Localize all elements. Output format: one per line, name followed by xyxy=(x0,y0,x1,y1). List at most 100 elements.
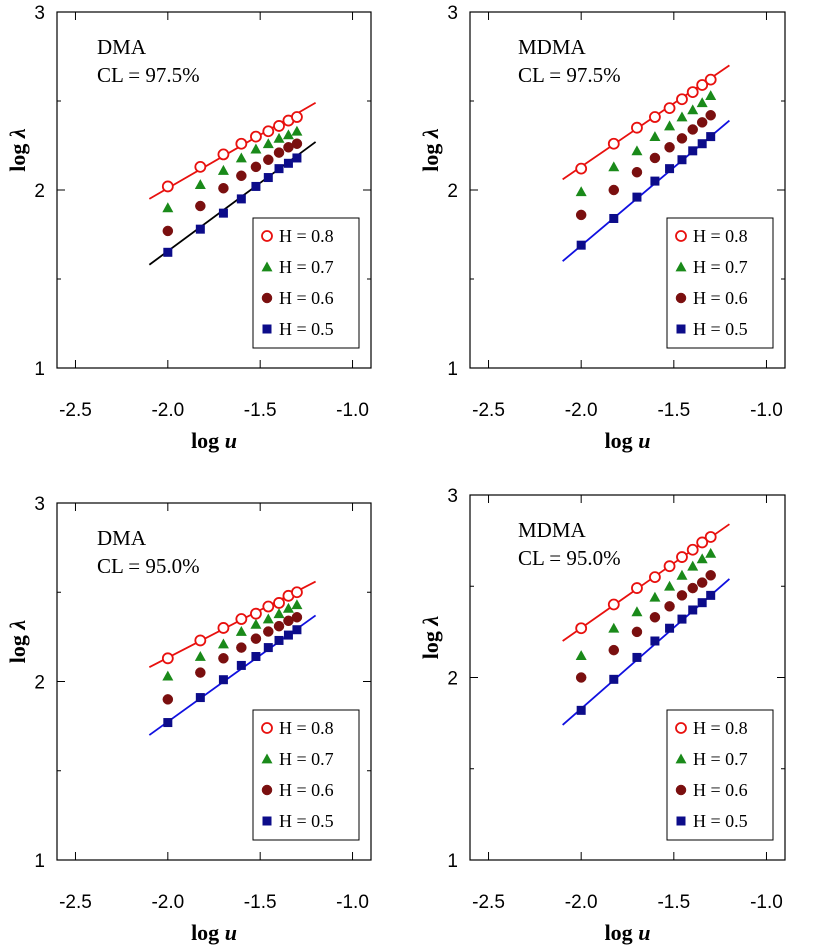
top-left-data-point xyxy=(161,180,174,193)
top-right-data-point xyxy=(608,184,620,196)
top-right-legend-marker xyxy=(675,230,687,242)
top-left-legend-marker xyxy=(262,324,272,334)
bottom-left-legend-marker xyxy=(261,784,273,796)
top-right-data-point xyxy=(686,86,699,98)
bottom-right-data-point xyxy=(696,577,708,588)
top-right-data-point xyxy=(664,142,675,153)
top-right-data-point xyxy=(631,145,643,156)
bottom-left-data-point xyxy=(236,642,247,653)
bottom-right-data-point xyxy=(632,652,642,662)
bottom-left-data-point xyxy=(194,651,206,661)
top-left-data-point xyxy=(250,130,262,143)
top-left-data-point xyxy=(291,125,303,136)
top-left-data-point xyxy=(217,148,230,161)
bottom-right-data-point xyxy=(677,614,687,624)
top-left-data-point xyxy=(194,160,207,173)
top-right-data-point xyxy=(631,166,643,178)
bottom-right-legend-label: H = 0.6 xyxy=(693,780,748,800)
bottom-right-xtick-label: -2.0 xyxy=(565,892,598,913)
bottom-left-data-point xyxy=(235,613,248,625)
top-left-legend-marker xyxy=(261,261,273,272)
bottom-left-data-point xyxy=(291,611,303,623)
top-right-data-point xyxy=(649,152,661,164)
bottom-left-ytick-label: 3 xyxy=(34,494,45,515)
top-right-data-point xyxy=(665,164,675,174)
top-left-data-point xyxy=(292,153,302,163)
bottom-left-data-point xyxy=(161,652,174,665)
bottom-right-legend-label: H = 0.7 xyxy=(693,749,748,769)
top-right-data-point xyxy=(664,120,676,131)
bottom-left-data-point xyxy=(195,693,205,703)
top-left-chart: 1 2 3 -2.5 -2.0 -1.5 -1.0 log u log λ DMA CL = 97.… xyxy=(5,3,372,453)
top-right-xtick-label: -2.0 xyxy=(565,400,598,421)
bottom-right-data-point xyxy=(676,569,688,580)
top-left-data-point xyxy=(273,132,285,143)
bottom-left-data-point xyxy=(163,718,173,728)
bottom-left-legend-marker xyxy=(261,753,273,764)
top-left-data-point xyxy=(273,120,285,132)
top-left-data-point xyxy=(282,129,294,140)
bottom-right-data-point xyxy=(650,636,660,646)
top-right-legend-label: H = 0.5 xyxy=(693,319,748,339)
bottom-left-panel-subtitle: CL = 95.0% xyxy=(97,554,200,578)
bottom-right-data-point xyxy=(631,582,643,594)
top-right-data-point xyxy=(705,90,717,101)
bottom-right-data-point xyxy=(688,605,698,615)
top-left-data-point xyxy=(194,179,206,190)
bottom-left-legend-label: H = 0.8 xyxy=(279,718,334,738)
top-left-data-point xyxy=(250,161,262,173)
top-left-data-point xyxy=(274,164,284,174)
top-left-xtick-label: -1.0 xyxy=(336,400,369,421)
bottom-left-xaxis-label: log u xyxy=(191,920,237,945)
bottom-right-legend-label: H = 0.5 xyxy=(693,811,748,831)
bottom-left-data-point xyxy=(292,625,302,635)
top-right-ytick-label: 3 xyxy=(447,3,458,24)
bottom-left-data-point xyxy=(291,586,303,599)
bottom-left-xtick-label: -1.0 xyxy=(336,892,369,913)
top-right-legend-marker xyxy=(676,324,686,334)
top-right-data-point xyxy=(697,139,707,149)
top-right-data-point xyxy=(676,133,688,144)
top-right-data-point xyxy=(650,176,660,186)
bottom-right-panel-subtitle: CL = 95.0% xyxy=(518,546,621,570)
top-left-data-point xyxy=(236,170,247,182)
top-left-data-point xyxy=(273,147,285,158)
top-right-data-point xyxy=(575,162,588,175)
top-right-yaxis-label: log λ xyxy=(418,128,443,172)
bottom-right-data-point xyxy=(608,644,620,656)
top-right-legend-marker xyxy=(675,292,687,304)
bottom-left-legend-marker xyxy=(261,722,273,734)
bottom-left-data-point xyxy=(195,667,206,678)
bottom-right-data-point xyxy=(686,543,699,556)
bottom-left-data-point xyxy=(283,630,293,640)
top-left-legend-label: H = 0.5 xyxy=(279,319,334,339)
bottom-left-data-point xyxy=(282,602,294,613)
bottom-left-data-point xyxy=(235,626,247,636)
bottom-right-legend-marker xyxy=(675,722,687,734)
bottom-right-data-point xyxy=(649,571,661,584)
top-left-data-point xyxy=(162,225,174,237)
top-left-data-point xyxy=(251,181,261,191)
top-left-data-point xyxy=(291,111,303,123)
bottom-right-xtick-label: -1.5 xyxy=(657,892,690,913)
top-right-xaxis-label: log u xyxy=(605,428,651,453)
bottom-right-data-point xyxy=(696,553,708,564)
top-right-legend-label: H = 0.7 xyxy=(693,257,748,277)
top-right-data-point xyxy=(608,161,620,172)
bottom-left-legend-label: H = 0.5 xyxy=(279,811,334,831)
bottom-right-data-point xyxy=(663,560,676,573)
bottom-right-data-point xyxy=(676,590,688,601)
bottom-left-data-point xyxy=(162,670,174,681)
bottom-right-legend-marker xyxy=(675,784,687,796)
bottom-right-data-point xyxy=(664,580,676,591)
top-right-data-point xyxy=(609,213,619,223)
top-right-xtick-label: -1.5 xyxy=(657,400,690,421)
bottom-left-data-point xyxy=(262,613,274,624)
bottom-right-data-point xyxy=(575,672,587,683)
bottom-left-data-point xyxy=(218,653,229,664)
top-left-data-point xyxy=(250,143,262,154)
top-left-data-point xyxy=(262,138,274,149)
bottom-right-data-point xyxy=(665,623,675,633)
top-right-data-point xyxy=(575,186,587,197)
